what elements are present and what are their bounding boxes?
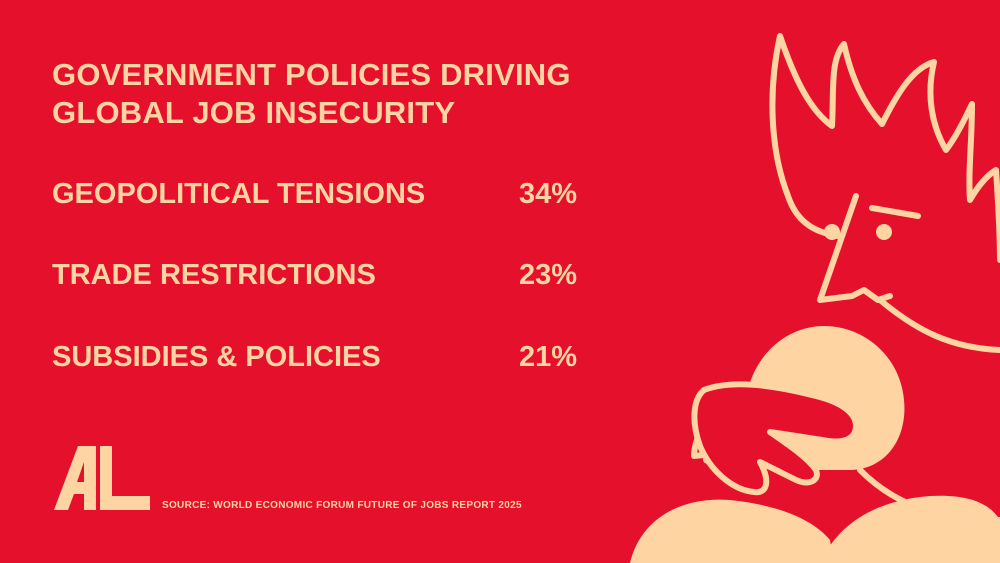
source-citation: SOURCE: WORLD ECONOMIC FORUM FUTURE OF J… <box>162 500 522 511</box>
stat-value: 21% <box>519 341 578 373</box>
stat-row-trade: TRADE RESTRICTIONS 23% <box>52 258 597 292</box>
stat-row-subsidies: SUBSIDIES & POLICIES 21% <box>52 340 597 374</box>
stat-value: 23% <box>519 259 578 291</box>
burning-head-hugging-figure-icon <box>630 33 1000 563</box>
stat-row-geopolitical: GEOPOLITICAL TENSIONS 34% <box>52 177 597 211</box>
stat-label: TRADE RESTRICTIONS <box>52 259 376 291</box>
al-logo-icon <box>54 446 150 510</box>
stat-value: 34% <box>519 178 578 210</box>
page-title: GOVERNMENT POLICIES DRIVING GLOBAL JOB I… <box>52 56 571 132</box>
stat-label: SUBSIDIES & POLICIES <box>52 341 381 373</box>
title-line-2: GLOBAL JOB INSECURITY <box>52 95 456 130</box>
stat-label: GEOPOLITICAL TENSIONS <box>52 178 426 210</box>
title-line-1: GOVERNMENT POLICIES DRIVING <box>52 57 571 92</box>
